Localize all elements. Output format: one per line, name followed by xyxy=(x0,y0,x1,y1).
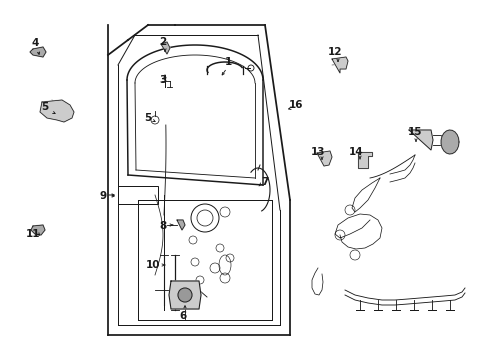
Polygon shape xyxy=(409,130,433,150)
Text: 11: 11 xyxy=(26,229,40,239)
Text: 12: 12 xyxy=(328,47,342,57)
Text: 10: 10 xyxy=(146,260,160,270)
Text: 6: 6 xyxy=(179,311,187,321)
Text: 7: 7 xyxy=(261,177,269,187)
Circle shape xyxy=(178,288,192,302)
Text: 4: 4 xyxy=(31,38,39,48)
Polygon shape xyxy=(40,100,74,122)
Text: 5: 5 xyxy=(41,102,49,112)
Polygon shape xyxy=(441,130,459,154)
Polygon shape xyxy=(358,152,372,168)
Text: 16: 16 xyxy=(289,100,303,110)
Polygon shape xyxy=(31,225,45,235)
Polygon shape xyxy=(317,151,332,166)
Bar xyxy=(118,186,158,204)
Polygon shape xyxy=(161,42,170,54)
Text: 3: 3 xyxy=(159,75,167,85)
Polygon shape xyxy=(177,220,185,230)
Text: 9: 9 xyxy=(99,191,106,201)
Text: 5: 5 xyxy=(145,113,151,123)
Text: 2: 2 xyxy=(159,37,167,47)
Text: 1: 1 xyxy=(224,57,232,67)
Polygon shape xyxy=(30,47,46,57)
Text: 8: 8 xyxy=(159,221,167,231)
Text: 13: 13 xyxy=(311,147,325,157)
Polygon shape xyxy=(169,281,201,309)
Polygon shape xyxy=(332,57,348,73)
Text: 15: 15 xyxy=(408,127,422,137)
Text: 14: 14 xyxy=(349,147,363,157)
